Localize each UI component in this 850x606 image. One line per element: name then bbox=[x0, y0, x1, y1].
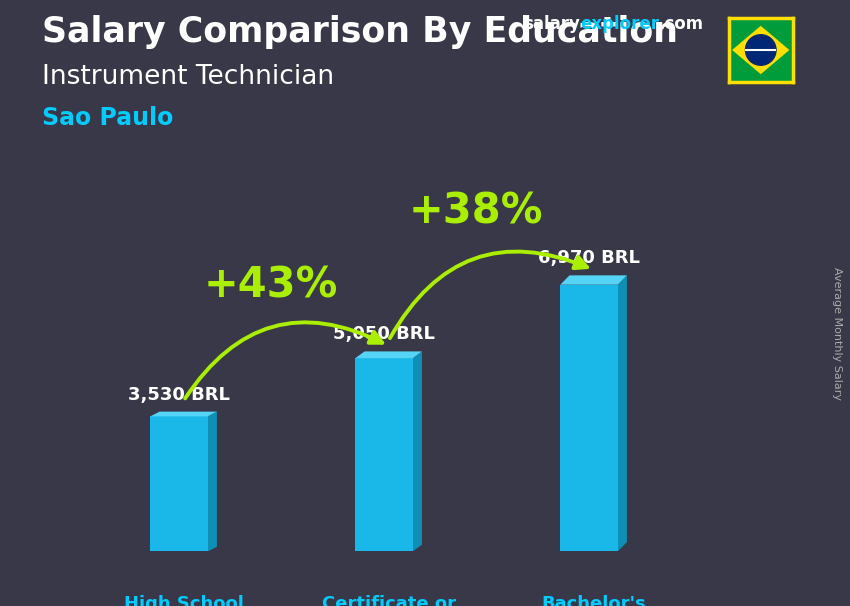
Polygon shape bbox=[618, 275, 627, 551]
Text: 6,970 BRL: 6,970 BRL bbox=[538, 249, 640, 267]
Text: Average Monthly Salary: Average Monthly Salary bbox=[832, 267, 842, 400]
Polygon shape bbox=[355, 351, 422, 358]
Text: .com: .com bbox=[659, 15, 704, 33]
Polygon shape bbox=[413, 351, 422, 551]
Circle shape bbox=[745, 35, 776, 65]
Text: +38%: +38% bbox=[409, 191, 543, 233]
Text: salary: salary bbox=[523, 15, 580, 33]
Text: Instrument Technician: Instrument Technician bbox=[42, 64, 335, 90]
Text: Salary Comparison By Education: Salary Comparison By Education bbox=[42, 15, 678, 49]
Text: 5,050 BRL: 5,050 BRL bbox=[333, 325, 435, 344]
Polygon shape bbox=[150, 411, 217, 416]
Polygon shape bbox=[732, 26, 790, 74]
Polygon shape bbox=[207, 411, 217, 551]
Bar bbox=[355, 358, 413, 551]
Bar bbox=[560, 285, 618, 551]
Bar bbox=[150, 416, 207, 551]
Text: Certificate or
Diploma: Certificate or Diploma bbox=[321, 595, 456, 606]
Text: 3,530 BRL: 3,530 BRL bbox=[128, 385, 230, 404]
Text: Bachelor's
Degree: Bachelor's Degree bbox=[541, 595, 646, 606]
Text: explorer: explorer bbox=[581, 15, 660, 33]
Text: +43%: +43% bbox=[204, 264, 338, 307]
Polygon shape bbox=[560, 275, 627, 285]
Text: Sao Paulo: Sao Paulo bbox=[42, 106, 174, 130]
Text: High School: High School bbox=[123, 595, 244, 606]
